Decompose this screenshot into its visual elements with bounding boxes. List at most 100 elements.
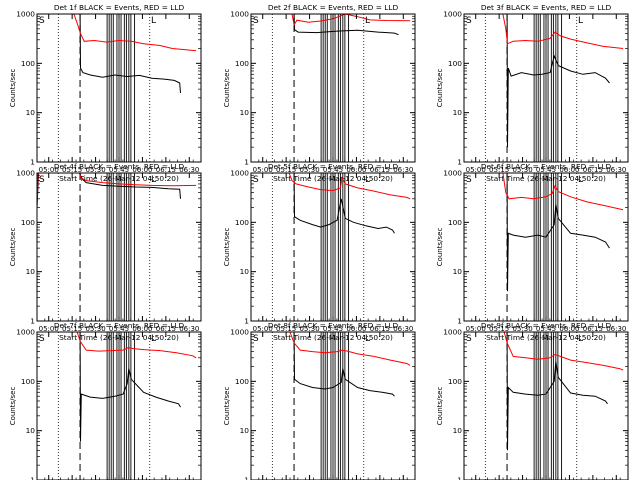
y-tick-label: 1000 <box>16 10 35 19</box>
series-lld-line <box>503 332 624 371</box>
x-tick-label: 05:15 <box>489 325 509 333</box>
series-lld-line <box>289 332 411 366</box>
x-tick-label: 06:15 <box>156 166 176 174</box>
x-tick-label: 06:30 <box>606 166 626 174</box>
x-tick-label: 06:30 <box>179 166 199 174</box>
y-tick-label: 10 <box>453 267 463 276</box>
series-events-line <box>293 173 395 234</box>
x-tick-label: 05:45 <box>536 325 556 333</box>
y-tick-label: 1000 <box>230 169 249 178</box>
x-tick-label: 05:30 <box>85 325 105 333</box>
y-tick-label: 100 <box>21 377 35 386</box>
data-series <box>502 173 624 292</box>
det-panel-7: Det 7f BLACK = Events, RED = LLD 1 10 100 10… <box>9 321 202 480</box>
series-events-line <box>79 332 181 442</box>
y-tick-label: 10 <box>453 108 463 117</box>
series-events-line <box>506 173 610 292</box>
y-axis-label: Counts/sec <box>223 69 231 108</box>
annotation-lines <box>57 332 151 480</box>
x-tick-label: 06:15 <box>370 166 390 174</box>
y-tick-label: 1 <box>30 476 35 480</box>
x-tick-label: 05:45 <box>536 166 556 174</box>
x-tick-label: 06:00 <box>346 166 366 174</box>
x-tick-label: 06:30 <box>393 166 413 174</box>
y-tick-label: 1 <box>457 317 462 326</box>
x-tick-label: 05:00 <box>253 325 273 333</box>
det-panel-8: Det 8f BLACK = Events, RED = LLD 1 10 100 10… <box>223 321 416 480</box>
panel-title: Det 5f BLACK = Events, RED = LLD <box>268 162 399 171</box>
y-axis-label: Counts/sec <box>436 228 444 267</box>
corner-mark-s: S <box>466 175 472 185</box>
y-axis-label: Counts/sec <box>9 228 17 267</box>
annotation-lines <box>271 173 365 321</box>
x-tick-label: 06:00 <box>132 325 152 333</box>
y-tick-label: 1000 <box>443 10 462 19</box>
series-events-line <box>464 14 610 148</box>
corner-mark-l: L <box>151 334 156 344</box>
y-tick-label: 1 <box>244 317 249 326</box>
y-tick-label: 10 <box>453 426 463 435</box>
annotation-lines <box>57 173 151 321</box>
annotation-lines <box>271 14 365 162</box>
corner-mark-s: S <box>466 16 472 26</box>
corner-mark-s: S <box>466 334 472 344</box>
corner-mark-s: S <box>253 334 259 344</box>
series-lld-line <box>464 14 624 49</box>
x-tick-label: 06:00 <box>132 166 152 174</box>
series-lld-line <box>37 173 197 208</box>
y-tick-label: 100 <box>21 59 35 68</box>
x-tick-label: 06:15 <box>370 325 390 333</box>
x-tick-label: 05:15 <box>489 166 509 174</box>
y-tick-label: 1000 <box>16 328 35 337</box>
x-tick-label: 05:45 <box>323 325 343 333</box>
panel-title: Det 9f BLACK = Events, RED = LLD <box>481 321 612 330</box>
x-tick-label: 05:45 <box>323 166 343 174</box>
y-tick-label: 1000 <box>16 169 35 178</box>
series-lld-line <box>288 173 411 200</box>
det-panel-6: Det 6f BLACK = Events, RED = LLD 1 10 100 10… <box>436 162 629 342</box>
x-tick-label: 06:00 <box>559 325 579 333</box>
annotation-lines <box>57 14 151 162</box>
corner-mark-s: S <box>39 334 45 344</box>
det-panel-4: Det 4f BLACK = Events, RED = LLD 1 10 100 10… <box>9 162 202 342</box>
y-tick-label: 100 <box>448 59 462 68</box>
x-tick-label: 06:30 <box>606 325 626 333</box>
corner-mark-l: L <box>365 16 370 26</box>
data-series <box>289 332 411 397</box>
y-tick-label: 100 <box>21 218 35 227</box>
y-tick-label: 1 <box>457 476 462 480</box>
x-tick-label: 06:15 <box>156 325 176 333</box>
y-tick-label: 10 <box>240 108 250 117</box>
det-panel-9: Det 9f BLACK = Events, RED = LLD 1 10 100 10… <box>436 321 629 480</box>
y-axis-label: Counts/sec <box>223 387 231 426</box>
x-tick-label: 05:30 <box>299 325 319 333</box>
x-tick-label: 05:30 <box>299 166 319 174</box>
x-tick-label: 05:15 <box>276 166 296 174</box>
corner-mark-l: L <box>578 16 583 26</box>
y-tick-label: 10 <box>240 267 250 276</box>
x-tick-label: 05:30 <box>512 325 532 333</box>
x-tick-label: 06:30 <box>179 325 199 333</box>
y-tick-label: 1 <box>457 158 462 167</box>
corner-mark-s: S <box>253 16 259 26</box>
data-series <box>37 14 197 94</box>
corner-mark-l: L <box>578 175 583 185</box>
series-lld-line <box>76 332 197 359</box>
y-axis-label: Counts/sec <box>436 69 444 108</box>
x-tick-label: 06:00 <box>346 325 366 333</box>
series-lld-line <box>502 173 624 211</box>
det-panel-1: Det 1f BLACK = Events, RED = LLD 1 10 100 10… <box>9 3 202 183</box>
x-tick-label: 05:15 <box>62 166 82 174</box>
corner-mark-l: L <box>578 334 583 344</box>
corner-mark-l: L <box>151 175 156 185</box>
corner-mark-l: L <box>365 334 370 344</box>
det-panel-2: Det 2f BLACK = Events, RED = LLD 1 10 100 10… <box>223 3 416 183</box>
y-tick-label: 1 <box>244 158 249 167</box>
y-tick-label: 100 <box>235 59 249 68</box>
x-tick-label: 05:00 <box>466 325 486 333</box>
x-tick-label: 05:30 <box>512 166 532 174</box>
data-series <box>503 332 624 451</box>
y-tick-label: 1000 <box>443 328 462 337</box>
corner-mark-l: L <box>151 16 156 26</box>
